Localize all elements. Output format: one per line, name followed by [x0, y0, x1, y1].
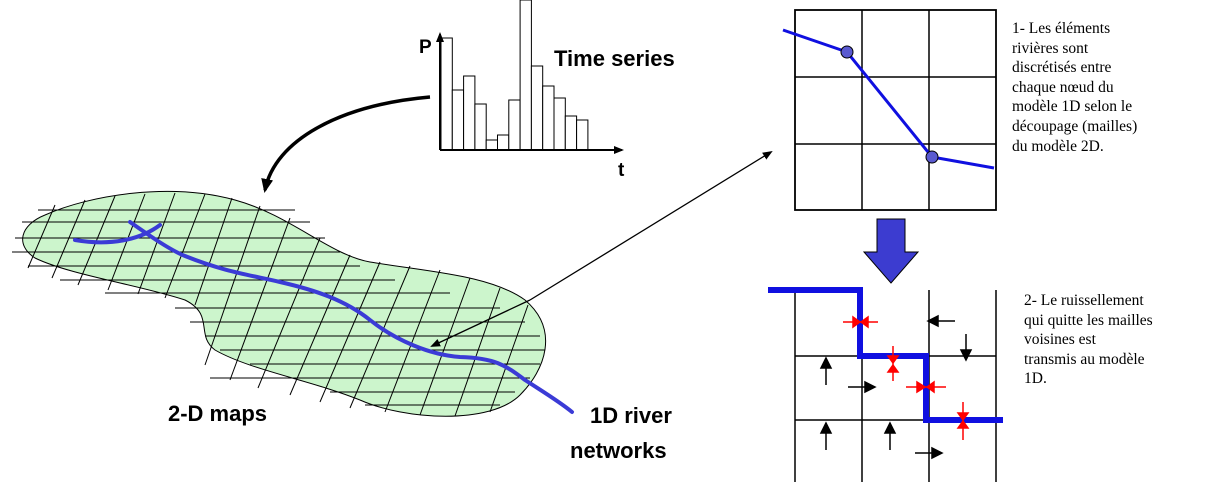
histogram-bar	[519, 0, 532, 151]
river-network	[73, 220, 574, 414]
histogram-bar	[576, 119, 589, 151]
step1-line: chaque nœud du	[1012, 78, 1114, 96]
time-series-label: Time series	[554, 46, 675, 71]
grid-detail-runoff	[768, 287, 1003, 482]
grid-detail-discretization	[782, 9, 997, 211]
step-down-arrow	[862, 218, 920, 284]
step1-line: 1- Les éléments	[1012, 20, 1111, 37]
river-label-line2: networks	[570, 438, 667, 463]
link-arrow-to-grid	[529, 150, 773, 301]
histogram-bar	[474, 103, 487, 151]
histogram-bar	[564, 115, 578, 151]
histogram-bar	[530, 65, 544, 151]
axis-label-p: P	[419, 37, 432, 58]
axis-label-t: t	[618, 160, 625, 181]
step2-note: 2- Le ruissellement qui quitte les maill…	[1024, 291, 1153, 389]
step2-line: transmis au modèle	[1024, 350, 1145, 368]
histogram-bar	[451, 89, 465, 151]
terrain-map: 2-D maps 1D river networks	[12, 190, 672, 463]
step1-note: 1- Les éléments rivières sont discrétisé…	[1012, 19, 1137, 156]
histogram-bar	[553, 97, 566, 151]
maps-label: 2-D maps	[168, 401, 267, 426]
step2-line: 1D.	[1024, 370, 1047, 388]
step1-line: découpage (mailles)	[1012, 117, 1138, 135]
grid1-frame	[794, 9, 997, 211]
histogram-bar	[440, 37, 453, 151]
time-series-chart: P t Time series	[419, 0, 675, 181]
step1-line: rivières sont	[1012, 39, 1089, 57]
step2-line: 2- Le ruissellement	[1024, 292, 1144, 309]
river-segment	[782, 28, 995, 170]
cell-flow-arrows	[819, 314, 973, 460]
histogram-bar	[542, 85, 555, 151]
link-arrow-to-map	[430, 299, 531, 347]
histogram-bar	[497, 134, 510, 151]
histogram-bar	[485, 139, 499, 151]
histogram-bars	[440, 0, 589, 151]
step2-line: qui quitte les mailles	[1024, 311, 1153, 329]
step1-line: modèle 1D selon le	[1012, 98, 1133, 116]
input-curved-arrow	[261, 95, 431, 193]
histogram-bar	[463, 75, 476, 151]
river-node-2	[925, 150, 939, 164]
map-grid	[12, 192, 545, 417]
river-node-1	[840, 45, 854, 59]
river-label-line1: 1D river	[590, 403, 672, 428]
histogram-bar	[508, 99, 521, 151]
terrain-blob	[22, 190, 547, 417]
step2-line: voisines est	[1024, 331, 1096, 349]
lateral-flux-arrows	[843, 315, 970, 440]
step1-line: discrétisés entre	[1012, 59, 1112, 77]
step1-line: du modèle 2D.	[1012, 137, 1104, 155]
